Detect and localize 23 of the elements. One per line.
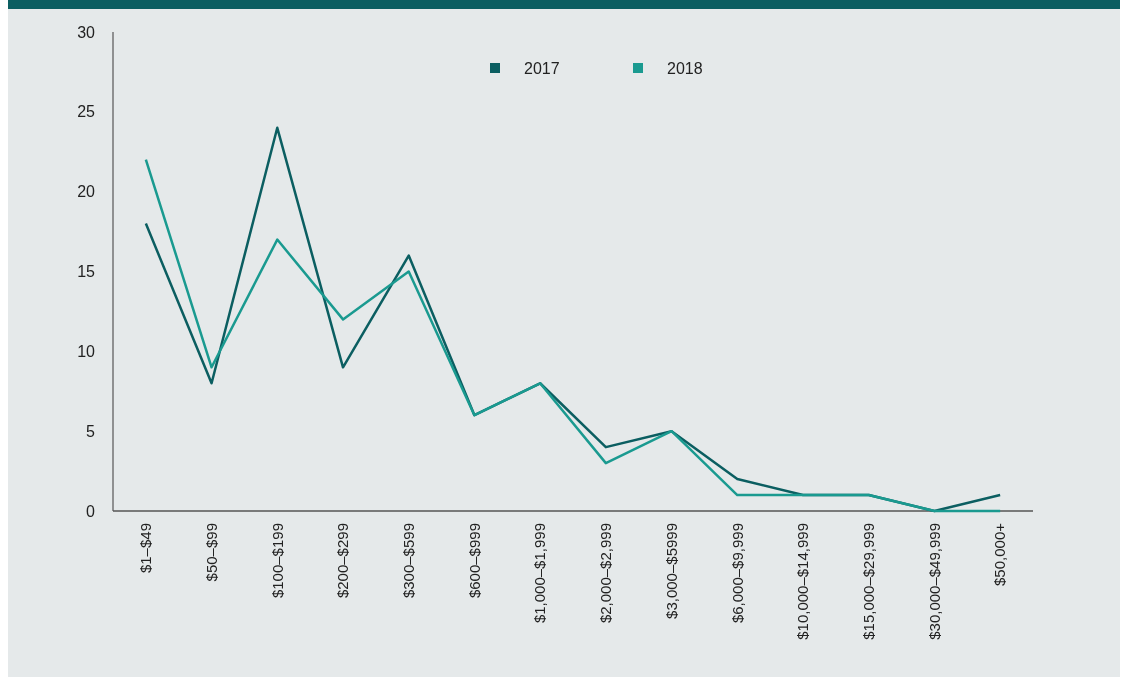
x-tick-label: $100–$199 — [268, 523, 286, 599]
y-tick-label: 20 — [77, 183, 96, 201]
x-tick-label: $1–$49 — [137, 523, 155, 574]
x-tick-label: $600–$999 — [465, 523, 483, 599]
x-tick-label: $50,000+ — [991, 522, 1009, 586]
x-tick-label: $1,000–$1,999 — [531, 523, 549, 624]
x-tick-label: $3,000–$5999 — [662, 523, 680, 619]
x-tick-label: $2,000–$2,999 — [597, 523, 615, 624]
x-tick-label: $10,000–$14,999 — [794, 523, 812, 640]
y-tick-label: 10 — [77, 342, 96, 360]
legend-label: 2017 — [524, 59, 560, 77]
legend-label: 2018 — [667, 59, 703, 77]
y-tick-label: 5 — [86, 422, 96, 440]
x-tick-label: $300–$599 — [399, 523, 417, 599]
x-tick-label: $6,000–$9,999 — [728, 523, 746, 624]
x-tick-label: $50–$99 — [202, 523, 220, 582]
y-tick-label: 30 — [77, 23, 96, 41]
x-tick-label: $30,000–$49,999 — [925, 523, 943, 640]
x-tick-label: $200–$299 — [334, 523, 352, 599]
x-tick-label: $15,000–$29,999 — [859, 523, 877, 640]
y-tick-label: 25 — [77, 103, 96, 121]
y-tick-label: 15 — [77, 263, 96, 281]
y-tick-label: 0 — [86, 502, 96, 520]
